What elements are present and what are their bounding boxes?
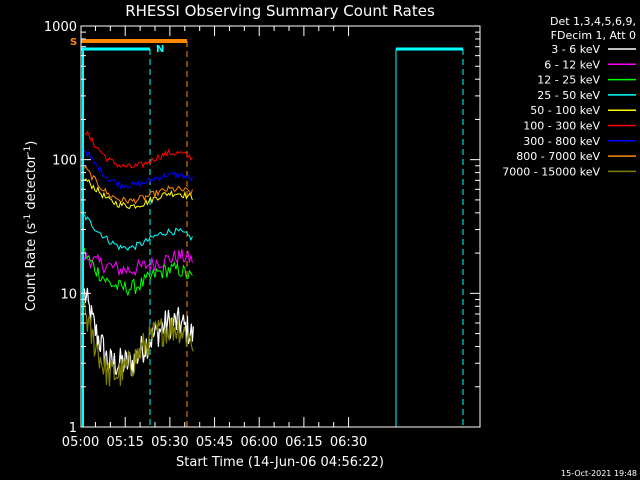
plot-frame: [80, 25, 481, 428]
y-tick-label: 100: [52, 154, 77, 169]
legend-entry: 3 - 6 keV: [551, 43, 600, 56]
series-line: [83, 165, 193, 205]
series-line: [83, 301, 194, 387]
night-label: N: [156, 44, 164, 55]
saa-label: S: [70, 37, 77, 48]
legend-entry: 7000 - 15000 keV: [502, 165, 600, 178]
series-line: [83, 214, 193, 251]
legend: Det 1,3,4,5,6,9,FDecim 1, Att 03 - 6 keV…: [502, 15, 636, 178]
y-axis-label: Count Rate (s-1 detector-1): [23, 141, 39, 312]
legend-entry: 6 - 12 keV: [544, 58, 600, 71]
x-axis-label: Start Time (14-Jun-06 04:56:22): [176, 455, 384, 470]
chart-title: RHESSI Observing Summary Count Rates: [125, 2, 435, 20]
x-tick-label: 05:15: [106, 435, 143, 450]
series-line: [83, 248, 193, 277]
legend-entry: 800 - 7000 keV: [516, 150, 600, 163]
legend-entry: 50 - 100 keV: [530, 104, 600, 117]
y-axis-ticks: 1 10 100 1000: [44, 20, 480, 436]
legend-entry: 12 - 25 keV: [537, 74, 600, 87]
y-tick-label: 1000: [44, 20, 77, 35]
legend-header: Det 1,3,4,5,6,9,: [550, 15, 636, 28]
legend-header: FDecim 1, Att 0: [551, 29, 636, 42]
x-tick-label: 05:30: [151, 435, 188, 450]
x-tick-label: 06:15: [285, 435, 322, 450]
series-line: [84, 130, 193, 169]
series-line: [84, 178, 193, 210]
x-axis-ticks: 05:00 05:15 05:30 05:45 06:00 06:15 06:30: [62, 26, 367, 450]
generation-timestamp: 15-Oct-2021 19:48: [561, 469, 637, 478]
x-tick-label: 05:45: [196, 435, 233, 450]
legend-entry: 100 - 300 keV: [523, 120, 600, 133]
series-line: [83, 247, 193, 297]
x-tick-label: 05:00: [62, 435, 99, 450]
y-tick-label: 1: [69, 421, 77, 436]
legend-entry: 300 - 800 keV: [523, 135, 600, 148]
legend-entry: 25 - 50 keV: [537, 89, 600, 102]
x-tick-label: 06:00: [240, 435, 277, 450]
y-tick-label: 10: [60, 287, 77, 302]
observing-markers: SN: [70, 37, 464, 427]
series-line: [84, 150, 193, 190]
x-tick-label: 06:30: [330, 435, 367, 450]
series-layer: [83, 130, 194, 387]
